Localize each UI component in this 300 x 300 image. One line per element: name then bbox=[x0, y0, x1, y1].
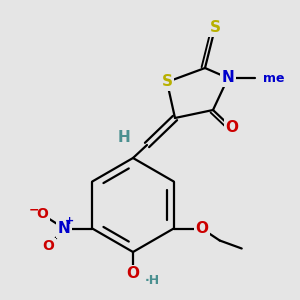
Text: S: S bbox=[161, 74, 172, 89]
Text: me: me bbox=[263, 71, 284, 85]
Text: O: O bbox=[195, 221, 208, 236]
Text: O: O bbox=[226, 121, 238, 136]
Text: N: N bbox=[222, 70, 234, 86]
Text: H: H bbox=[118, 130, 130, 146]
Text: −: − bbox=[29, 203, 40, 216]
Text: O: O bbox=[42, 239, 54, 254]
Text: +: + bbox=[65, 215, 74, 226]
Text: O: O bbox=[127, 266, 140, 281]
Text: ·H: ·H bbox=[145, 274, 160, 286]
Text: S: S bbox=[209, 20, 220, 35]
Text: N: N bbox=[58, 221, 71, 236]
Text: O: O bbox=[36, 208, 48, 221]
